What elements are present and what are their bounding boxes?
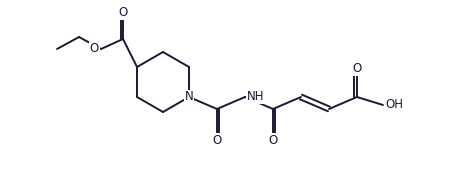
Text: N: N [185, 90, 194, 104]
Text: NH: NH [247, 90, 265, 104]
Text: OH: OH [385, 98, 403, 112]
Text: O: O [90, 42, 99, 56]
Text: O: O [352, 62, 362, 76]
Text: O: O [118, 7, 128, 19]
Text: O: O [212, 133, 222, 147]
Text: O: O [268, 133, 277, 147]
